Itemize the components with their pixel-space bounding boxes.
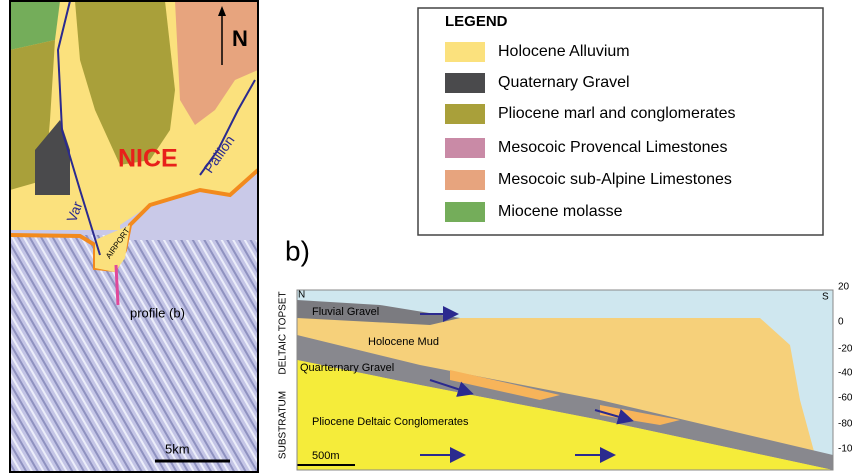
legend-title: LEGEND (445, 13, 508, 30)
depth-label: 0 (838, 317, 844, 328)
map (10, 1, 258, 472)
scale-label: 500m (312, 450, 340, 462)
legend-label: Holocene Alluvium (498, 43, 630, 60)
side-label: DELTAIC TOPSET (278, 291, 289, 374)
depth-labels: 20 0 -20 -40 -60 -80 -10 (838, 282, 853, 455)
legend-label: Pliocene marl and conglomerates (498, 105, 735, 122)
depth-label: -20 (838, 344, 853, 355)
legend-swatch (445, 42, 485, 62)
layer-label: Holocene Mud (368, 336, 439, 348)
depth-label: -40 (838, 368, 853, 379)
section-north: N (298, 290, 305, 301)
section-south: S (822, 292, 829, 303)
page: {"map":{"north":"N","city":"NICE","river… (0, 0, 855, 473)
legend-swatch (445, 138, 485, 158)
legend-swatch (445, 104, 485, 124)
legend-label: Mesocoic sub-Alpine Limestones (498, 171, 732, 188)
depth-label: -80 (838, 419, 853, 430)
legend-swatch (445, 73, 485, 93)
figure: N NICE Var Paillon AIRPORT profile (b) 5… (0, 0, 855, 473)
layer-label: Fluvial Gravel (312, 306, 379, 318)
panel-label: b) (285, 235, 310, 266)
layer-label: Pliocene Deltaic Conglomerates (312, 416, 469, 428)
city-label: NICE (118, 145, 178, 173)
legend-label: Mesocoic Provencal Limestones (498, 139, 727, 156)
north-label: N (232, 26, 248, 51)
depth-label: -10 (838, 444, 853, 455)
profile-label: profile (b) (130, 305, 185, 320)
scale-label: 5km (165, 441, 190, 456)
depth-label: -60 (838, 393, 853, 404)
legend-swatch (445, 202, 485, 222)
depth-label: 20 (838, 282, 850, 293)
side-label: SUBSTRATUM (278, 391, 289, 459)
legend-swatch (445, 170, 485, 190)
layer-label: Quarternary Gravel (300, 362, 394, 374)
legend-label: Quaternary Gravel (498, 74, 630, 91)
legend-label: Miocene molasse (498, 203, 623, 220)
